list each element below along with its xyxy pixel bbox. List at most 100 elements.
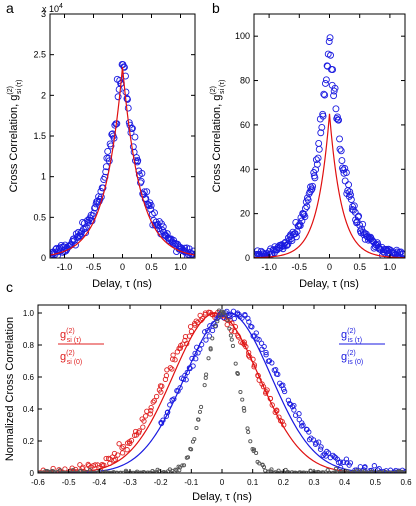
data-point: [141, 418, 147, 424]
data-point: [213, 324, 218, 329]
data-point: [254, 247, 261, 255]
data-point: [216, 308, 222, 313]
chart-panel-c: -0.6 -0.5 -0.4 -0.3 -0.2 -0.1 0 0.1 0.2 0.3 0.4 0.5…: [4, 304, 412, 503]
data-point: [120, 443, 126, 450]
data-point: [311, 174, 319, 182]
data-point: [292, 233, 300, 241]
data-point: [185, 455, 191, 460]
data-point: [155, 218, 163, 226]
data-point: [209, 327, 216, 334]
data-point: [105, 157, 113, 165]
y-tick-label: 1.0: [23, 309, 35, 318]
data-point: [316, 470, 321, 473]
data-point: [321, 91, 329, 99]
y-tick-label: 60: [240, 120, 250, 130]
data-point: [275, 371, 281, 377]
data-point: [140, 424, 146, 430]
data-point: [333, 113, 341, 121]
data-point: [283, 241, 291, 249]
data-point: [273, 470, 278, 473]
data-point: [169, 366, 175, 372]
data-point: [338, 157, 346, 165]
data-point: [206, 333, 213, 339]
x-tick-label: 0: [120, 262, 125, 272]
data-point: [245, 315, 251, 321]
x-ticks-a: -1.0 -0.5 0 0.5 1.0: [57, 14, 187, 272]
y-tick-label: 80: [240, 76, 250, 86]
data-point: [138, 169, 146, 177]
panel-label-a: a: [6, 0, 14, 16]
data-point: [331, 84, 339, 92]
data-point: [150, 399, 156, 405]
data-point: [163, 230, 171, 238]
data-point: [159, 383, 165, 389]
x-tick-label: 0.4: [339, 478, 351, 487]
data-point: [142, 413, 149, 419]
y-tick-label: 0.5: [33, 212, 46, 222]
data-point: [161, 470, 166, 473]
data-point: [327, 51, 334, 59]
data-point: [253, 330, 259, 336]
data-point: [151, 209, 158, 217]
data-point: [238, 389, 243, 395]
data-point: [347, 191, 354, 199]
x-axis-label-a: Delay, τ (ns): [92, 278, 152, 290]
data-point: [371, 463, 378, 469]
data-point: [147, 202, 155, 209]
data-point: [325, 38, 333, 45]
data-point: [355, 468, 360, 473]
data-point: [228, 328, 235, 334]
data-point: [229, 320, 235, 326]
data-point: [285, 469, 290, 473]
y-tick-label: 0.4: [23, 405, 35, 414]
data-point: [158, 389, 164, 395]
x-tick-label: 0: [220, 478, 225, 487]
data-point: [313, 440, 319, 446]
x-tick-label: -0.5: [292, 262, 308, 272]
x-tick-label: -0.6: [31, 478, 45, 487]
data-point: [107, 142, 115, 150]
x-tick-label: 1.0: [174, 262, 187, 272]
data-point: [207, 323, 213, 329]
data-point: [231, 315, 237, 322]
data-point: [347, 196, 355, 204]
data-point: [342, 169, 350, 177]
y-tick-label: 0.6: [23, 373, 35, 382]
x-tick-label: -0.3: [123, 478, 137, 487]
data-point: [336, 145, 344, 153]
data-point: [257, 461, 262, 466]
x-tick-label: 0.5: [353, 262, 366, 272]
legend-left-denominator: g(2) si (0): [60, 350, 82, 366]
data-point: [330, 92, 338, 100]
data-point: [355, 212, 363, 220]
data-point: [322, 76, 330, 84]
data-point: [203, 337, 209, 343]
fit-line-fit: [254, 113, 405, 258]
data-point: [345, 181, 352, 189]
x-tick-label: 1.0: [384, 262, 397, 272]
data-point: [248, 439, 253, 444]
data-point: [99, 184, 107, 192]
data-point: [124, 447, 130, 453]
data-point: [104, 147, 112, 155]
y-ticks-c: 0 0.2 0.4 0.6 0.8 1.0: [23, 309, 406, 478]
data-point: [167, 365, 173, 371]
data-point: [280, 386, 287, 392]
data-point: [302, 198, 310, 206]
chart-panel-b: -1.0 -0.5 0 0.5 1.0 0 20 40 60 80 100 Delay, τ (n…: [210, 13, 406, 290]
data-point: [177, 385, 183, 391]
data-point: [82, 223, 90, 231]
y-tick-label: 2: [41, 90, 46, 100]
data-point: [189, 447, 194, 452]
data-point: [256, 337, 262, 343]
legend-left: g(2) si (τ) g(2) si (0): [58, 328, 104, 366]
y-axis-label-b: Cross Correlation, g(2) si (τ): [210, 80, 226, 193]
data-point: [57, 468, 63, 473]
x-tick-label: -0.4: [92, 478, 106, 487]
data-point: [147, 411, 153, 417]
data-point: [230, 343, 235, 348]
data-point: [315, 145, 323, 153]
data-point: [318, 444, 324, 450]
data-point: [192, 437, 197, 442]
data-point: [269, 402, 275, 408]
